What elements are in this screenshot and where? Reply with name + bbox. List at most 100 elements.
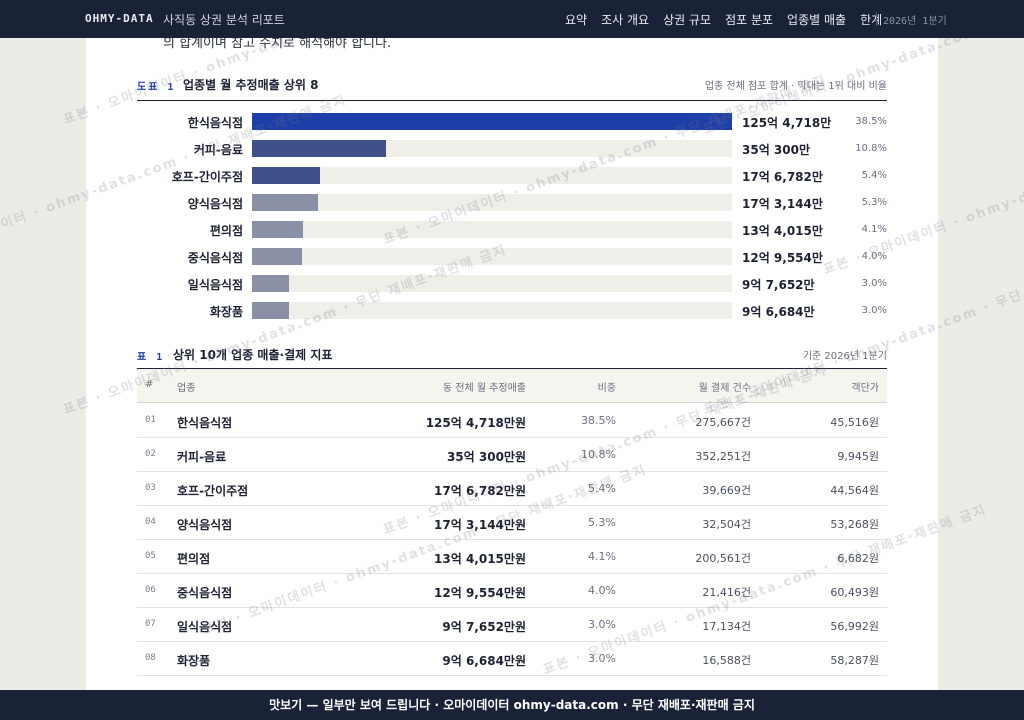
row-avg: 6,682원: [837, 552, 879, 565]
nav-item-store-distribution[interactable]: 점포 분포: [725, 13, 774, 27]
nav-item-market-size[interactable]: 상권 규모: [663, 13, 712, 27]
table-title: 상위 10개 업종 매출·결제 지표: [173, 348, 333, 362]
row-sales: 35억 300만원: [446, 450, 526, 464]
row-share: 5.4%: [588, 482, 616, 495]
row-industry: 커피-음료: [177, 450, 227, 464]
bar-category-label: 중식음식점: [187, 251, 243, 265]
nav-item-limitations[interactable]: 한계: [860, 13, 883, 27]
brand-logo[interactable]: OHMY-DATA: [85, 12, 154, 25]
row-sales: 13억 4,015만원: [434, 552, 526, 566]
figure-title: 업종별 월 추정매출 상위 8: [183, 78, 319, 92]
table-row[interactable]: 08 화장품 9억 6,684만원 3.0% 16,588건 58,287원: [137, 641, 887, 676]
row-count: 200,561건: [695, 552, 751, 565]
bar-category-label: 한식음식점: [187, 116, 243, 130]
bar-share-label: 3.0%: [861, 305, 887, 316]
bar-category-label: 편의점: [209, 224, 243, 238]
row-avg: 44,564원: [830, 484, 879, 497]
bar-track: [252, 167, 732, 184]
row-number: 03: [145, 483, 156, 493]
bar-value-label: 13억 4,015만: [742, 224, 823, 238]
bar: [252, 113, 732, 130]
paragraph-text: 의 합계이며 참고 수치로 해석해야 합니다.: [163, 38, 392, 51]
column-header-count: 월 결제 건수: [698, 383, 751, 394]
bar-share-label: 10.8%: [855, 143, 887, 154]
bar-category-label: 양식음식점: [187, 197, 243, 211]
bar: [252, 167, 320, 184]
row-industry: 화장품: [177, 654, 211, 668]
bar-value-label: 9억 6,684만: [742, 305, 815, 319]
table-row[interactable]: 01 한식음식점 125억 4,718만원 38.5% 275,667건 45,516원: [137, 403, 887, 438]
table-row[interactable]: 06 중식음식점 12억 9,554만원 4.0% 21,416건 60,493원: [137, 573, 887, 608]
column-header-industry: 업종: [177, 383, 196, 394]
bar-share-label: 3.0%: [861, 278, 887, 289]
nav-item-sales-by-industry[interactable]: 업종별 매출: [787, 13, 847, 27]
bar-value-label: 35억 300만: [742, 143, 811, 157]
row-number: 08: [145, 653, 156, 663]
bar-share-label: 4.0%: [861, 251, 887, 262]
row-number: 02: [145, 449, 156, 459]
row-sales: 9억 6,684만원: [442, 654, 526, 668]
row-industry: 호프-간이주점: [177, 484, 249, 498]
bar-value-label: 17억 3,144만: [742, 197, 823, 211]
table-row[interactable]: 03 호프-간이주점 17억 6,782만원 5.4% 39,669건 44,564원: [137, 471, 887, 506]
bar-value-label: 125억 4,718만: [742, 116, 832, 130]
bar-value-label: 17억 6,782만: [742, 170, 823, 184]
row-industry: 한식음식점: [177, 416, 233, 430]
row-sales: 9억 7,652만원: [442, 620, 526, 634]
figure-tag: 도표 1: [137, 82, 176, 93]
row-count: 17,134건: [702, 620, 751, 633]
row-number: 07: [145, 619, 156, 629]
bar-track: [252, 221, 732, 238]
bar-share-label: 38.5%: [855, 116, 887, 127]
row-number: 01: [145, 415, 156, 425]
bar-share-label: 5.4%: [861, 170, 887, 181]
nav-item-overview[interactable]: 조사 개요: [601, 13, 650, 27]
table-header: 표 1 상위 10개 업종 매출·결제 지표 기준 2026년 1분기: [137, 338, 887, 369]
column-header-avg: 객단가: [851, 383, 879, 394]
bar: [252, 302, 289, 319]
row-number: 06: [145, 585, 156, 595]
bar-track: [252, 194, 732, 211]
bar-track: [252, 302, 732, 319]
row-number: 05: [145, 551, 156, 561]
row-avg: 60,493원: [830, 586, 879, 599]
row-sales: 17억 6,782만원: [434, 484, 526, 498]
row-avg: 58,287원: [830, 654, 879, 667]
report-page: 의 합계이며 참고 수치로 해석해야 합니다. 도표 1 업종별 월 추정매출 …: [86, 38, 938, 690]
row-sales: 12억 9,554만원: [434, 586, 526, 600]
row-number: 04: [145, 517, 156, 527]
bar-share-label: 5.3%: [861, 197, 887, 208]
table-row[interactable]: 07 일식음식점 9억 7,652만원 3.0% 17,134건 56,992원: [137, 607, 887, 642]
bar: [252, 221, 303, 238]
row-count: 275,667건: [695, 416, 751, 429]
bar: [252, 248, 302, 265]
row-share: 5.3%: [588, 516, 616, 529]
row-industry: 편의점: [177, 552, 211, 566]
section-nav: 요약 조사 개요 상권 규모 점포 분포 업종별 매출 한계: [565, 11, 882, 28]
nav-item-summary[interactable]: 요약: [565, 13, 588, 27]
row-industry: 양식음식점: [177, 518, 233, 532]
bar-value-label: 9억 7,652만: [742, 278, 815, 292]
column-header-no: #: [145, 379, 154, 390]
row-count: 352,251건: [695, 450, 751, 463]
table-row[interactable]: 05 편의점 13억 4,015만원 4.1% 200,561건 6,682원: [137, 539, 887, 574]
top-nav-bar: OHMY-DATA 사직동 상권 분석 리포트 요약 조사 개요 상권 규모 점…: [0, 0, 1024, 38]
row-industry: 중식음식점: [177, 586, 233, 600]
bar-category-label: 호프-간이주점: [171, 170, 243, 184]
bar-share-label: 4.1%: [861, 224, 887, 235]
column-header-share: 비중: [597, 383, 616, 394]
column-header-sales: 동 전체 월 추정매출: [442, 383, 526, 394]
bar: [252, 194, 318, 211]
figure-note: 업종 전체 점포 합계 · 막대는 1위 대비 비율: [704, 81, 887, 92]
row-avg: 9,945원: [837, 450, 879, 463]
table-column-headers: # 업종 동 전체 월 추정매출 비중 월 결제 건수 객단가: [137, 369, 887, 403]
row-count: 39,669건: [702, 484, 751, 497]
table-row[interactable]: 04 양식음식점 17억 3,144만원 5.3% 32,504건 53,268원: [137, 505, 887, 540]
row-count: 32,504건: [702, 518, 751, 531]
bar-category-label: 화장품: [209, 305, 243, 319]
row-sales: 125억 4,718만원: [425, 416, 526, 430]
row-industry: 일식음식점: [177, 620, 233, 634]
bar-category-label: 일식음식점: [187, 278, 243, 292]
table-row[interactable]: 02 커피-음료 35억 300만원 10.8% 352,251건 9,945원: [137, 437, 887, 472]
table-note: 기준 2026년 1분기: [802, 351, 887, 362]
